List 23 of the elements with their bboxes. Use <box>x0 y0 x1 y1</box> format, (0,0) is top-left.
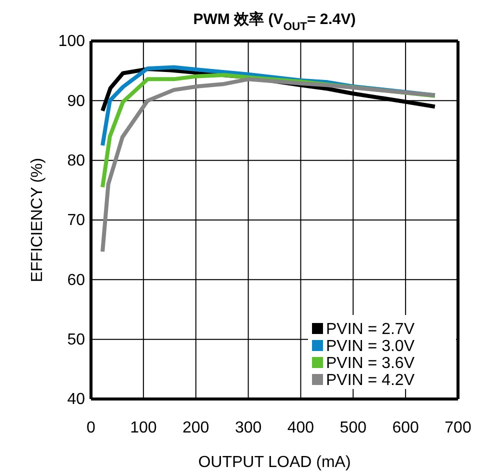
legend-label: PVIN = 3.6V <box>326 355 415 372</box>
x-tick-label: 600 <box>392 419 420 436</box>
line-series <box>100 77 437 254</box>
y-tick-label: 60 <box>67 272 86 289</box>
x-axis-title: OUTPUT LOAD (mA) <box>198 454 351 471</box>
x-tick-label: 200 <box>182 419 210 436</box>
x-tick-label: 100 <box>130 419 157 436</box>
y-tick-label: 80 <box>67 152 86 170</box>
x-tick-label: 300 <box>234 419 262 436</box>
x-tick-label: 400 <box>287 419 314 436</box>
y-tick-label: 40 <box>67 391 86 408</box>
x-tick-label: 0 <box>86 419 96 436</box>
legend-label: PVIN = 4.2V <box>326 372 415 389</box>
y-tick-label: 50 <box>67 331 86 348</box>
legend-label: PVIN = 2.7V <box>326 321 415 338</box>
y-tick-label: 90 <box>67 92 86 110</box>
legend-label: PVIN = 3.0V <box>326 338 415 355</box>
y-tick-label: 70 <box>67 212 86 230</box>
chart-title: PWM 效率 (V$_{OUT}$= 2.4V) <box>193 10 356 33</box>
y-tick-label: 100 <box>58 33 86 50</box>
x-tick-label: 700 <box>444 419 472 436</box>
x-tick-label: 500 <box>340 419 367 436</box>
y-axis-title: EFFICIENCY (%) <box>29 158 46 282</box>
